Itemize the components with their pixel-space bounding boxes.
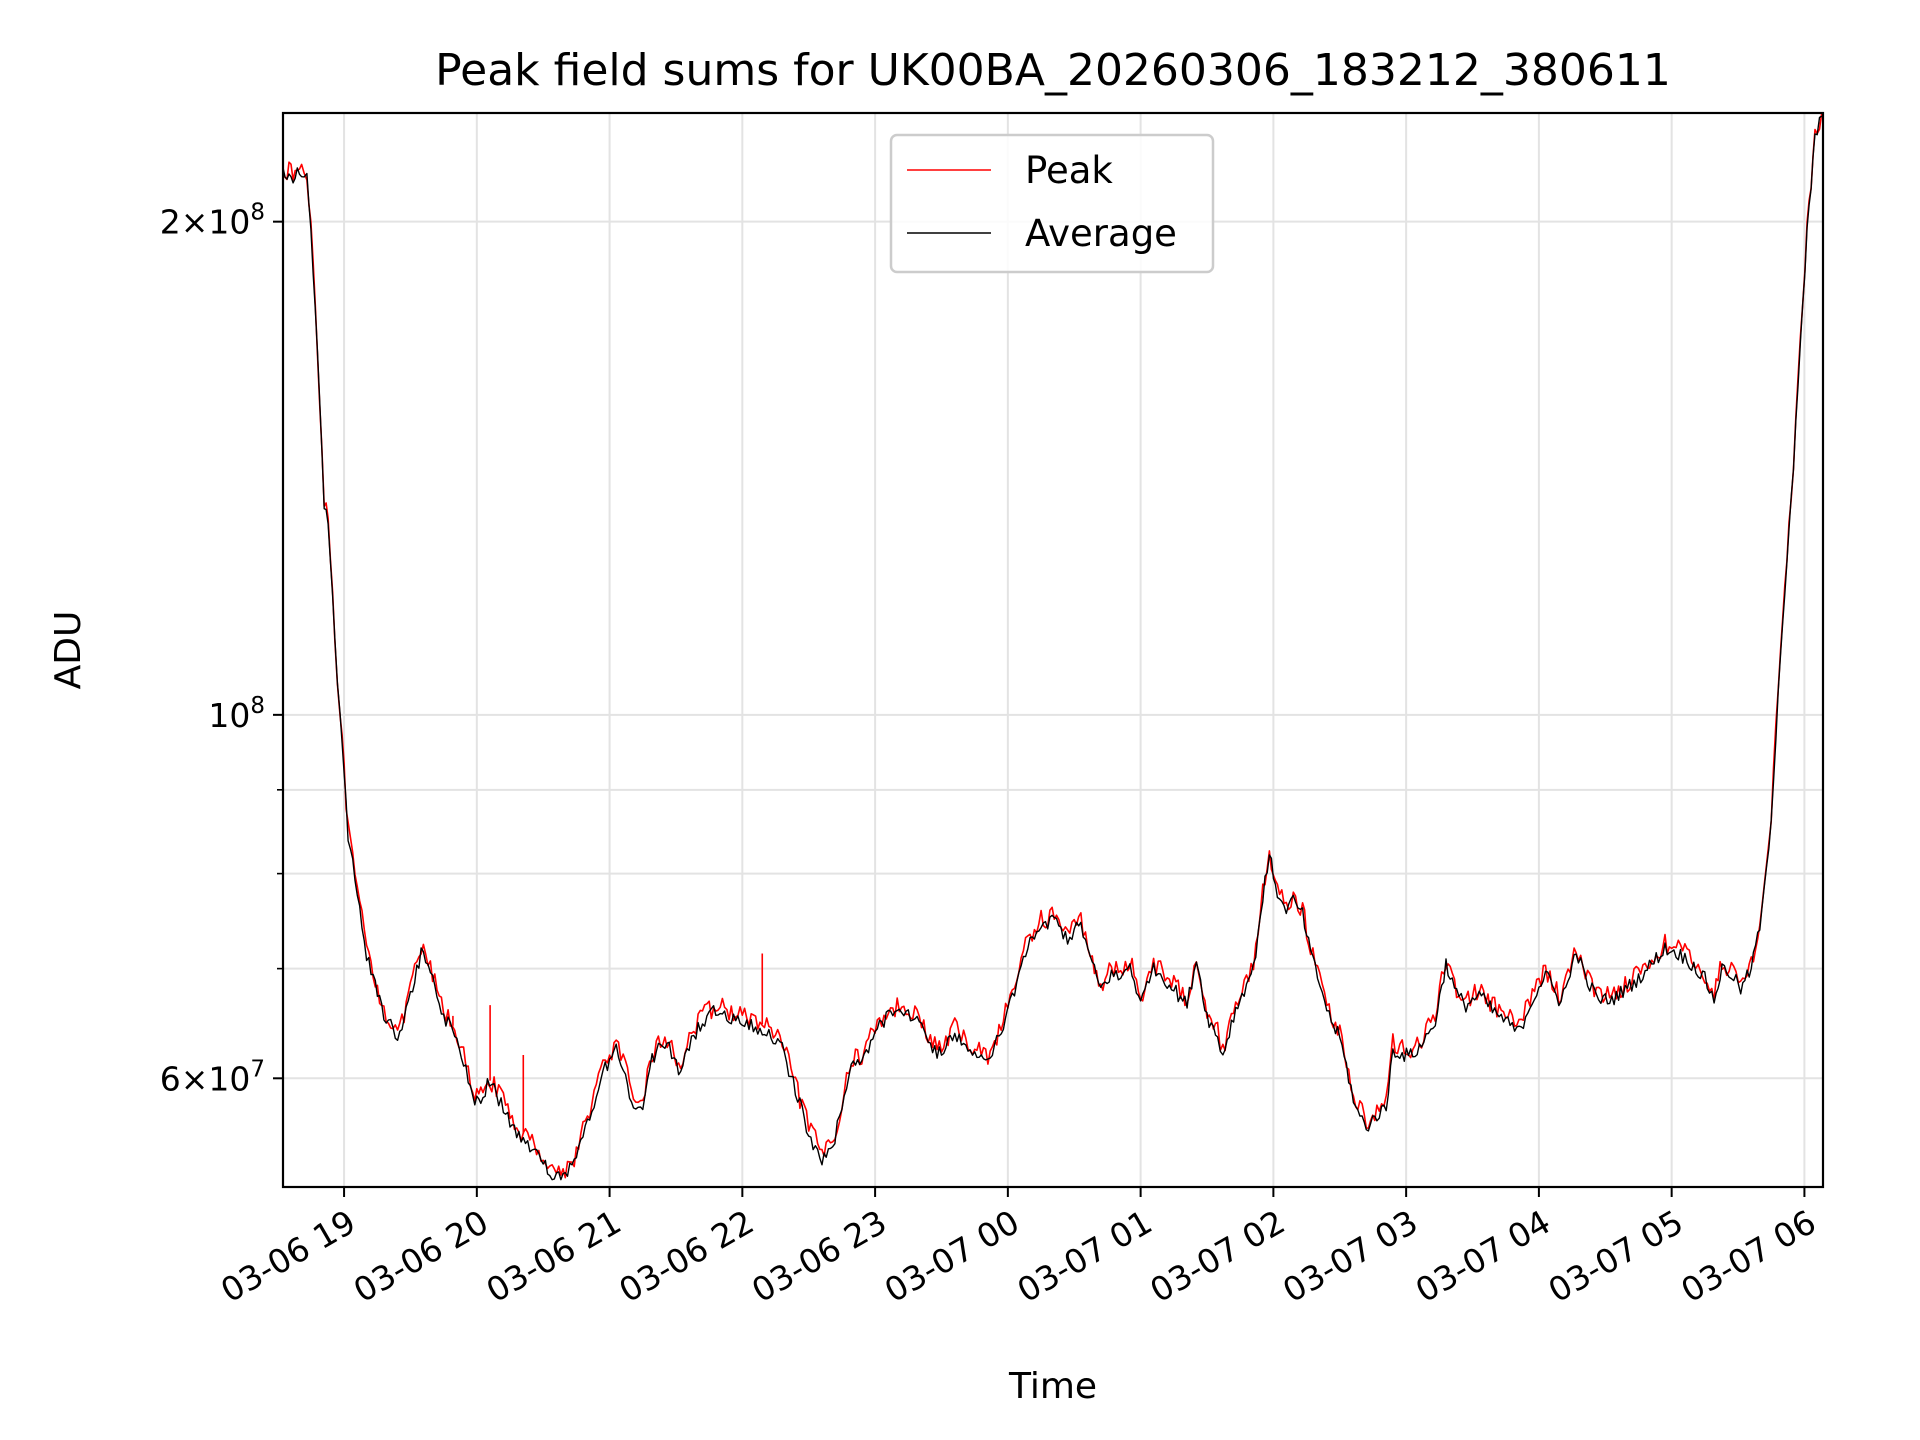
y-tick-exponent: 8 <box>250 200 265 226</box>
y-tick-label: 2×108 <box>160 200 265 242</box>
series-line-peak <box>283 113 1823 1179</box>
y-axis-title: ADU <box>48 611 89 690</box>
y-tick-times-sign: × <box>181 203 209 242</box>
y-tick-label: 6×107 <box>160 1056 265 1098</box>
legend: Peak Average <box>889 133 1215 274</box>
y-tick-base: 10 <box>208 203 250 242</box>
x-axis-title: Time <box>1008 1366 1097 1407</box>
y-tick-base: 10 <box>208 1059 250 1098</box>
grid-layer <box>283 113 1823 1187</box>
y-tick-times-sign: × <box>181 1059 209 1098</box>
y-tick-mantissa: 2 <box>160 203 181 242</box>
y-tick-exponent: 7 <box>250 1056 265 1082</box>
series-line-average <box>283 115 1823 1181</box>
y-tick-base: 10 <box>208 696 250 735</box>
y-tick-mantissa: 6 <box>160 1059 181 1098</box>
series-layer <box>283 113 1823 1181</box>
y-tick-exponent: 8 <box>250 693 265 719</box>
y-tick-label: 108 <box>208 693 265 735</box>
legend-peak-label: Peak <box>1025 149 1113 192</box>
legend-average-label: Average <box>1025 212 1177 255</box>
chart-title: Peak field sums for UK00BA_20260306_1832… <box>435 45 1671 96</box>
plot-frame <box>281 111 1825 1189</box>
